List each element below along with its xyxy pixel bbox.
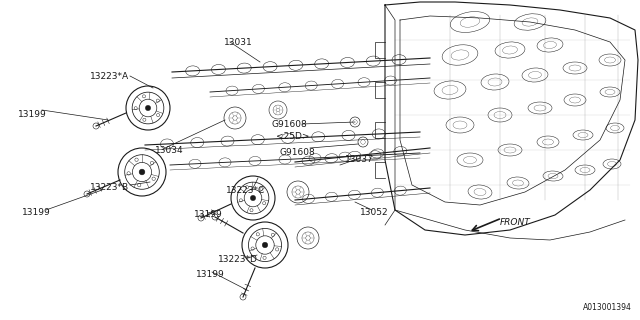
Text: 13223*D: 13223*D	[218, 255, 258, 264]
Text: G91608: G91608	[280, 148, 316, 157]
Circle shape	[145, 105, 150, 111]
Text: FRONT: FRONT	[500, 218, 531, 227]
Text: 13052: 13052	[360, 208, 388, 217]
Text: A013001394: A013001394	[583, 303, 632, 312]
Text: 13223*B: 13223*B	[90, 183, 129, 192]
Text: 13199: 13199	[194, 210, 223, 219]
Text: 13034: 13034	[155, 146, 184, 155]
Text: 13223*C: 13223*C	[226, 186, 265, 195]
Text: 13223*A: 13223*A	[90, 72, 129, 81]
Text: 13031: 13031	[224, 38, 253, 47]
Circle shape	[250, 195, 255, 201]
Text: <25D>: <25D>	[276, 132, 310, 141]
Circle shape	[262, 242, 268, 248]
Text: 13199: 13199	[196, 270, 225, 279]
Circle shape	[139, 169, 145, 175]
Text: 13199: 13199	[18, 110, 47, 119]
Text: G91608: G91608	[272, 120, 308, 129]
Text: 13199: 13199	[22, 208, 51, 217]
Text: 13037: 13037	[345, 155, 374, 164]
